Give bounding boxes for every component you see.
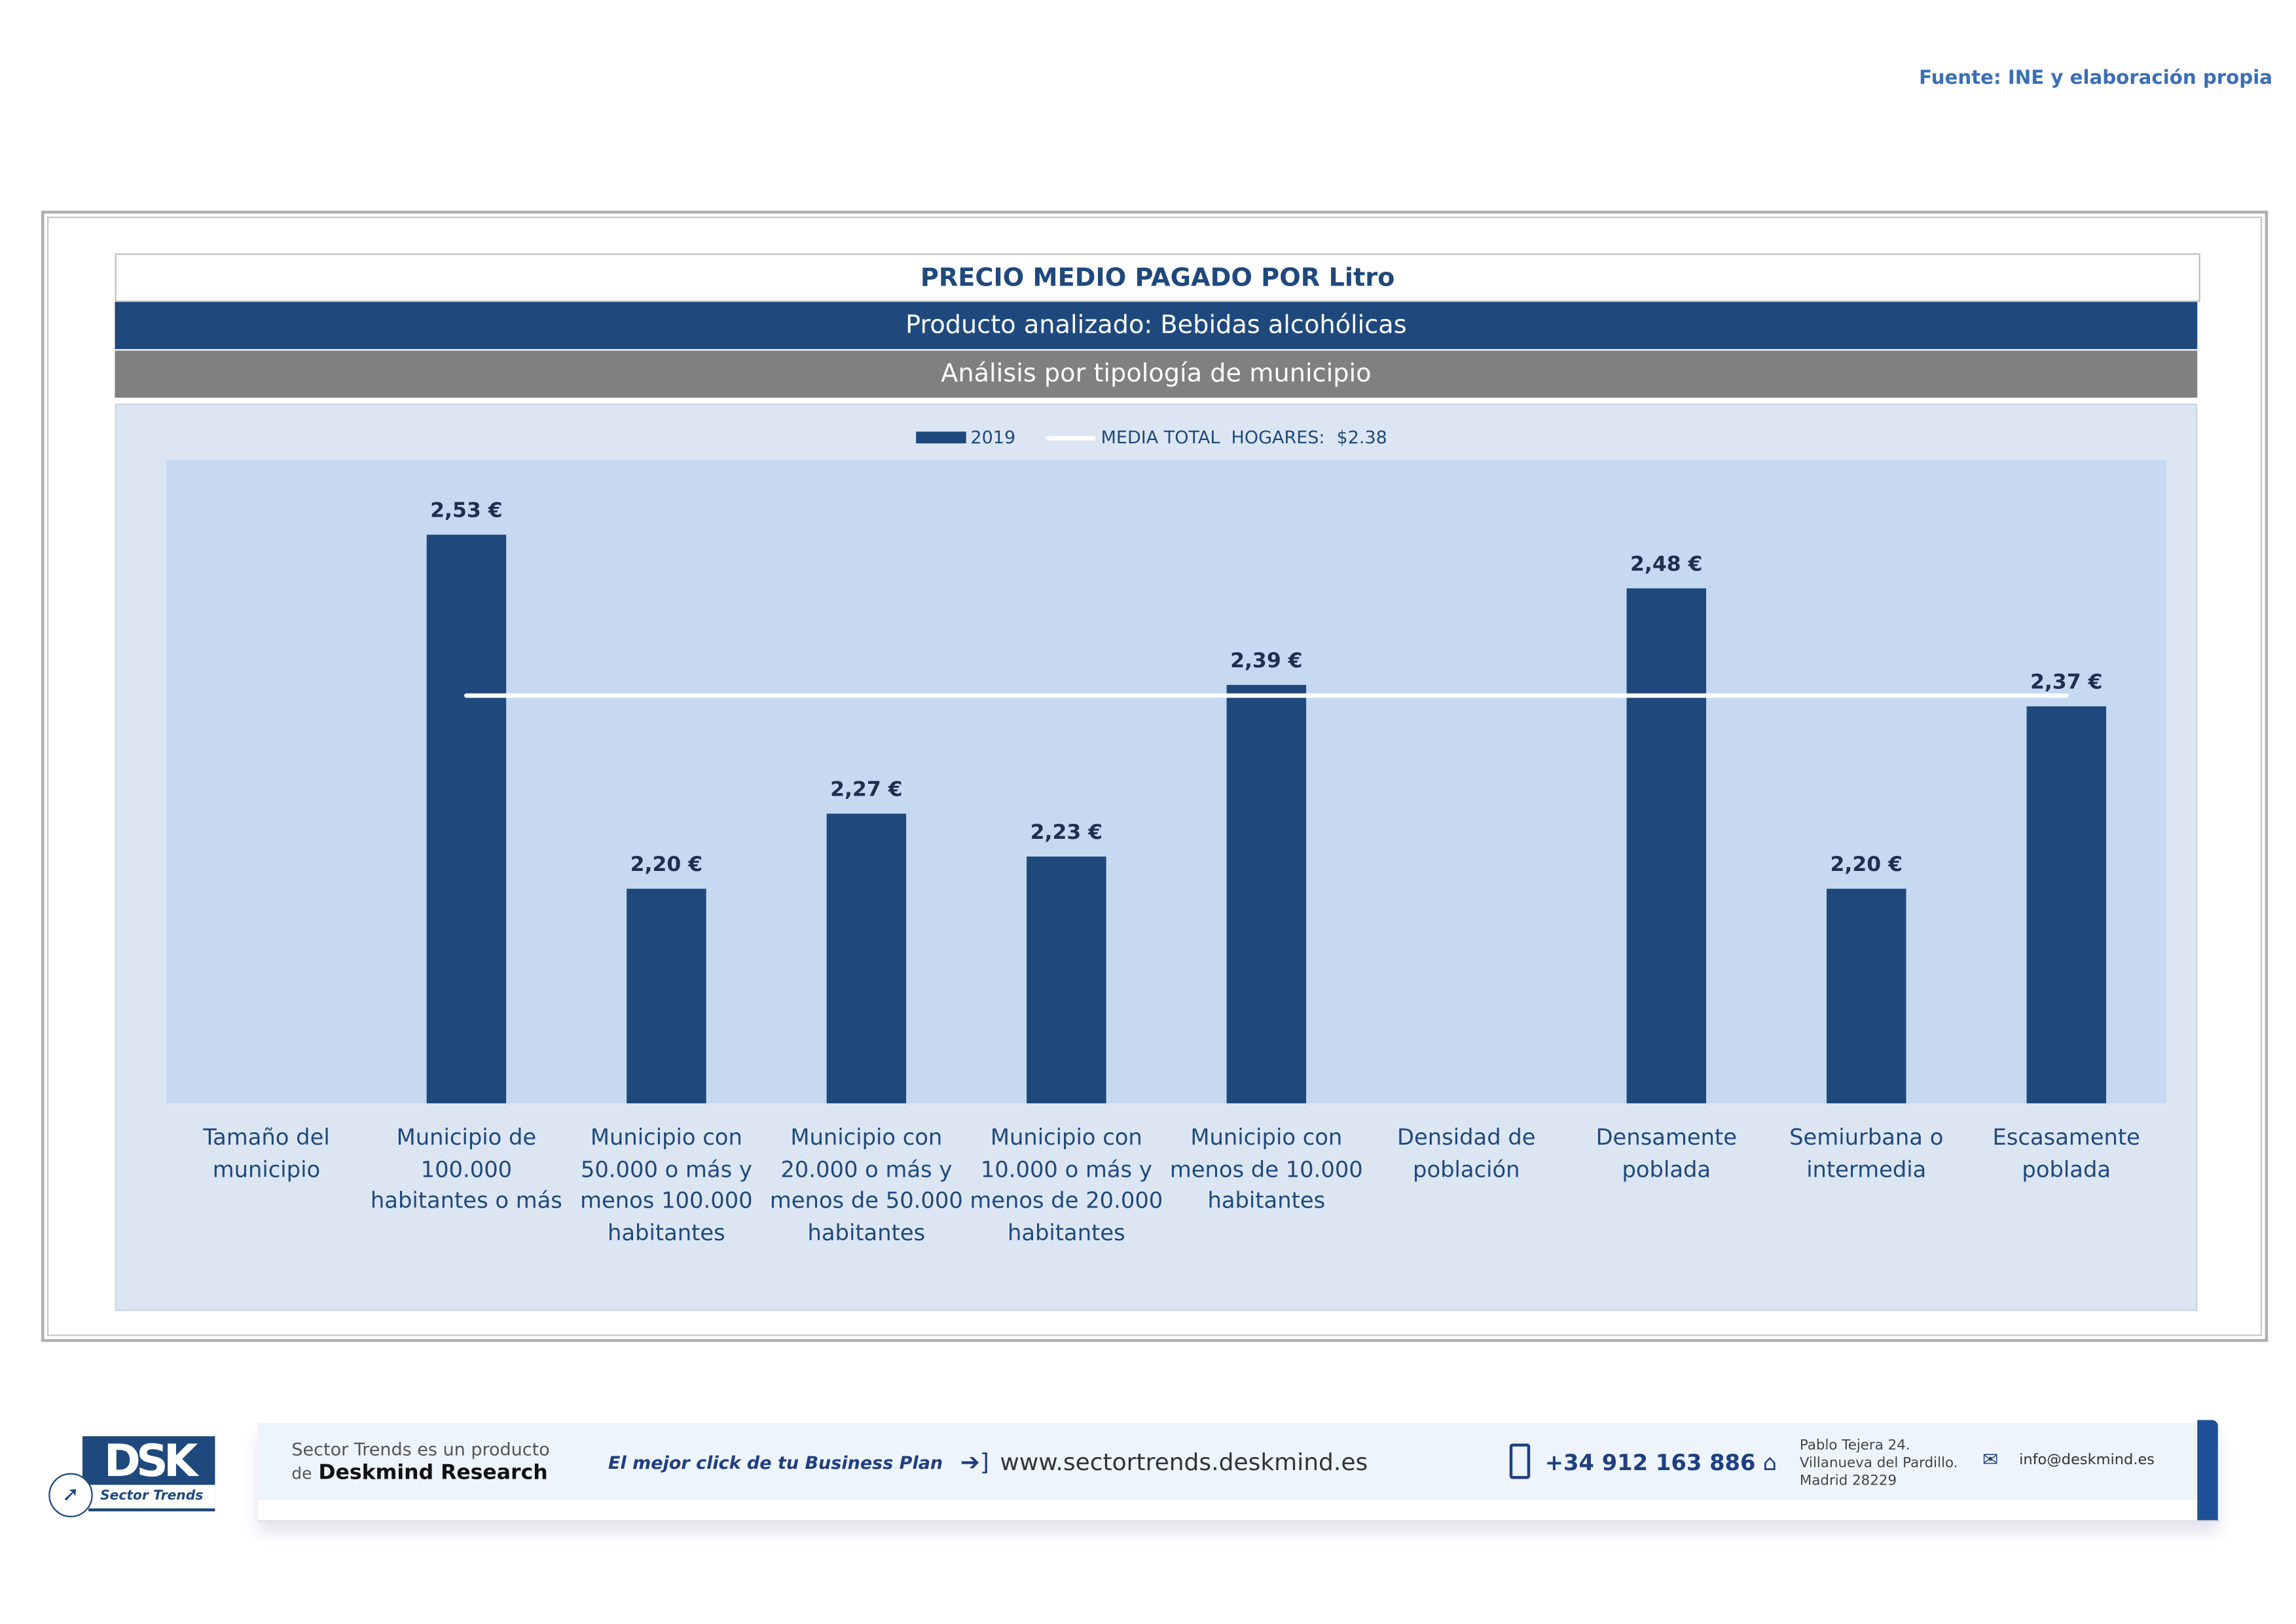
rocket-icon: ➚ — [48, 1473, 93, 1517]
footer-slogan: El mejor click de tu Business Plan — [608, 1452, 943, 1473]
bar — [1226, 684, 1307, 1103]
chart-title: PRECIO MEDIO PAGADO POR Litro — [115, 253, 2200, 303]
data-label: 2,20 € — [630, 853, 703, 876]
legend-label-2019: 2019 — [970, 427, 1016, 448]
footer-de: de — [291, 1464, 312, 1484]
data-label: 2,37 € — [2030, 671, 2103, 694]
bar — [826, 813, 907, 1103]
outer-frame — [41, 210, 2269, 1342]
x-tick-label: Municipio con menos de 10.000 habitantes — [1169, 1124, 1363, 1214]
chart-subtitle: Producto analizado: Bebidas alcohólicas — [115, 302, 2198, 350]
x-tick-label: Municipio con 20.000 o más y menos de 50… — [769, 1124, 963, 1246]
x-tick-label: Densamente poblada — [1595, 1124, 1737, 1183]
legend-mean-value: $2.38 — [1336, 427, 1387, 448]
footer-address: Pablo Tejera 24. Villanueva del Pardillo… — [1800, 1438, 1958, 1491]
data-label: 2,48 € — [1630, 552, 1703, 576]
x-tick-label: Municipio de 100.000 habitantes o más — [370, 1124, 562, 1214]
x-tick-label: Escasamente poblada — [1992, 1124, 2140, 1183]
bar — [627, 889, 706, 1103]
phone-icon — [1509, 1443, 1531, 1479]
footer-accent — [2197, 1420, 2218, 1521]
x-tick-label: Tamaño del municipio — [203, 1124, 330, 1183]
address-line: Villanueva del Pardillo. — [1799, 1455, 1958, 1472]
login-icon: ➔] — [960, 1448, 989, 1476]
data-label: 2,53 € — [430, 499, 503, 523]
legend-label-mean: MEDIA TOTAL HOGARES: — [1101, 427, 1325, 448]
legend-swatch-2019 — [916, 432, 966, 444]
footer-brand: Deskmind Research — [318, 1461, 548, 1485]
footer-strip — [257, 1499, 2202, 1521]
bar — [1626, 588, 1707, 1103]
data-label: 2,23 € — [1030, 821, 1103, 844]
footer-website[interactable]: www.sectortrends.deskmind.es — [1000, 1448, 1368, 1476]
bar — [1027, 857, 1106, 1103]
legend-swatch-mean — [1045, 435, 1095, 440]
legend: 2019 MEDIA TOTAL HOGARES: $2.38 — [916, 427, 1387, 448]
data-label: 2,27 € — [830, 778, 903, 802]
footer-email[interactable]: info@deskmind.es — [2019, 1452, 2155, 1469]
inner-frame — [46, 216, 2263, 1337]
data-label: 2,39 € — [1230, 649, 1303, 673]
x-tick-label: Densidad de población — [1397, 1124, 1536, 1183]
home-icon: ⌂ — [1762, 1449, 1777, 1476]
footer-phone: +34 912 163 886 — [1544, 1449, 1756, 1476]
footer-line1: Sector Trends es un producto — [291, 1439, 550, 1460]
x-tick-label: Semiurbana o intermedia — [1789, 1124, 1944, 1183]
source-note: Fuente: INE y elaboración propia — [1919, 67, 2272, 90]
logo-subtitle: Sector Trends — [88, 1485, 215, 1511]
data-label: 2,20 € — [1831, 853, 1903, 876]
address-line: Pablo Tejera 24. — [1799, 1437, 1910, 1454]
bar — [426, 534, 507, 1103]
bar — [1827, 889, 1906, 1103]
bar — [2026, 706, 2107, 1103]
mail-icon: ✉ — [1982, 1449, 1999, 1472]
x-tick-label: Municipio con 50.000 o más y menos 100.0… — [580, 1124, 753, 1246]
x-tick-label: Municipio con 10.000 o más y menos de 20… — [970, 1124, 1163, 1246]
chart-subtitle-2: Análisis por tipología de municipio — [115, 350, 2198, 398]
address-line: Madrid 28229 — [1799, 1473, 1897, 1490]
